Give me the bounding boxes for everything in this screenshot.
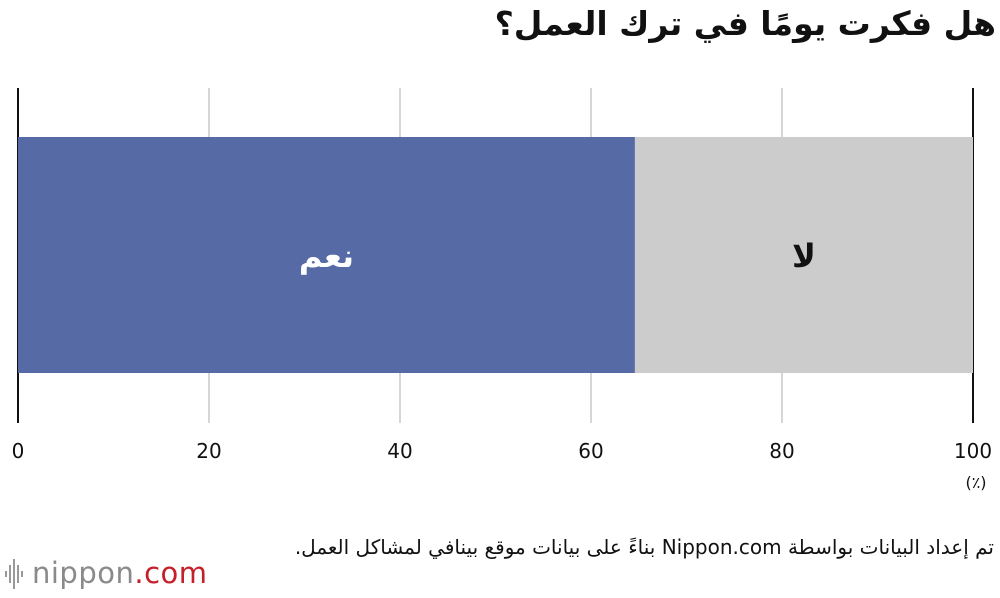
- bar-segments: [18, 137, 973, 373]
- x-tick-label: 40: [387, 439, 412, 463]
- nippon-logo: nippon.com: [4, 555, 208, 591]
- logo-suffix: .com: [134, 556, 208, 590]
- x-tick-label: 80: [769, 439, 794, 463]
- chart-title: هل فكرت يومًا في ترك العمل؟: [494, 4, 996, 43]
- x-tick-label: 60: [578, 439, 603, 463]
- x-axis-ticks: 0 20 40 60 80 100: [12, 439, 992, 463]
- stacked-bar-chart: نعم لا 0 20 40 60 80 100 (٪): [12, 88, 992, 492]
- sound-wave-icon: [5, 559, 23, 589]
- bar-segment: [18, 137, 635, 373]
- x-tick-label: 0: [12, 439, 25, 463]
- bar-segment: [634, 137, 973, 373]
- x-tick-label: 20: [196, 439, 221, 463]
- x-axis-unit: (٪): [965, 473, 986, 492]
- logo-name: nippon: [32, 556, 135, 590]
- x-tick-label: 100: [954, 439, 992, 463]
- logo-wordmark: nippon.com: [32, 556, 208, 590]
- segment-labels: نعم لا: [299, 237, 816, 275]
- segment-label: نعم: [299, 237, 354, 275]
- source-note: تم إعداد البيانات بواسطة Nippon.com بناء…: [294, 535, 994, 559]
- segment-label: لا: [792, 237, 816, 275]
